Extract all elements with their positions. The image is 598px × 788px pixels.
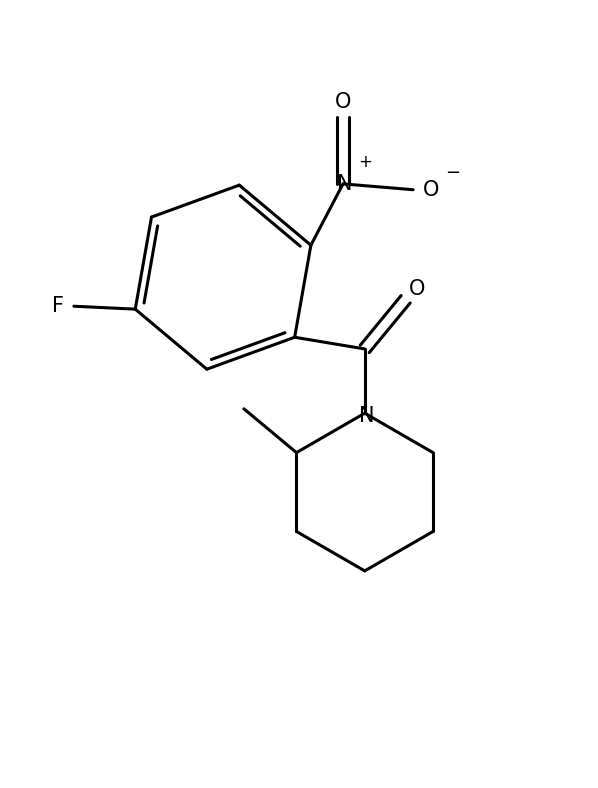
- Text: +: +: [358, 153, 372, 171]
- Text: O: O: [335, 92, 351, 112]
- Text: N: N: [359, 406, 374, 426]
- Text: O: O: [409, 279, 426, 299]
- Text: F: F: [51, 296, 63, 316]
- Text: O: O: [422, 180, 439, 199]
- Text: −: −: [446, 165, 460, 182]
- Text: N: N: [337, 174, 352, 194]
